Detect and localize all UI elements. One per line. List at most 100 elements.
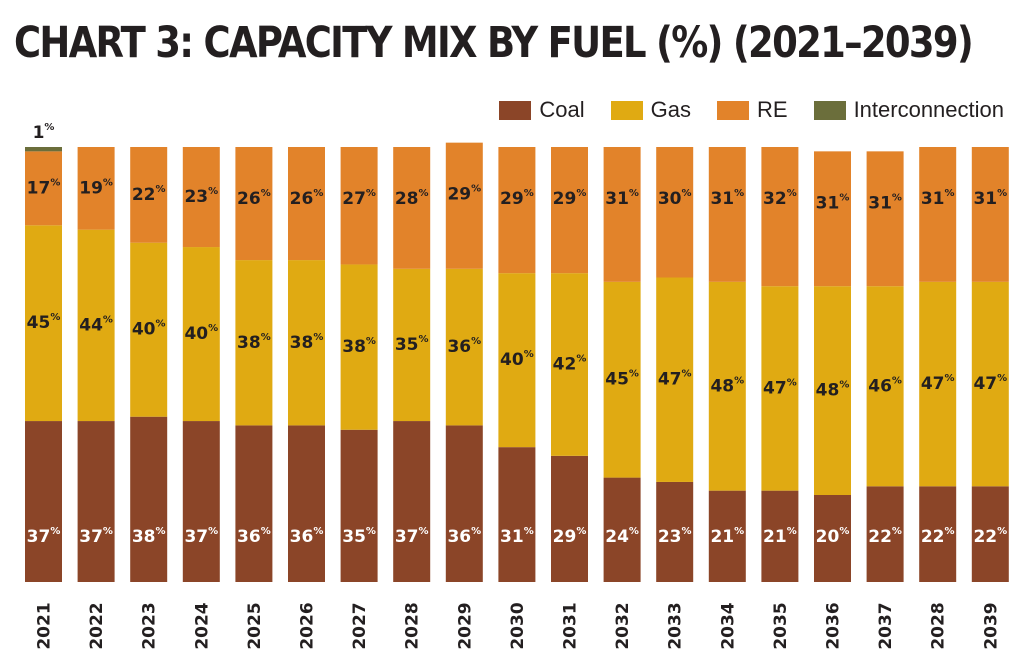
data-label: 37% xyxy=(27,526,61,547)
bar-segment-coal xyxy=(814,495,851,582)
x-tick-label: 2022 xyxy=(87,602,107,649)
bar-segment-gas xyxy=(551,273,588,456)
bar-segment-coal xyxy=(130,416,168,582)
data-label: 38% xyxy=(342,336,376,357)
bar-segment-re xyxy=(866,151,904,287)
data-label: 37% xyxy=(184,526,218,547)
x-tick-label: 2023 xyxy=(140,602,160,649)
x-tick-label: 2032 xyxy=(613,602,633,649)
bar-segment-coal xyxy=(971,486,1009,582)
bar-segment-re xyxy=(761,147,799,287)
bar-segment-coal xyxy=(235,425,273,582)
bar-segment-gas xyxy=(182,247,220,422)
bar-segment-gas xyxy=(288,260,325,426)
x-tick-label: 2026 xyxy=(298,602,318,649)
bar-segment-gas xyxy=(656,277,694,482)
bar-segment-re xyxy=(919,147,957,282)
data-label: 40% xyxy=(184,323,218,344)
bar-segment-coal xyxy=(708,490,746,582)
legend-label: Interconnection xyxy=(853,97,1004,122)
x-tick-label: 2033 xyxy=(666,602,686,649)
chart-legend: Coal Gas RE Interconnection xyxy=(473,97,1004,123)
data-label: 29% xyxy=(553,188,587,209)
data-label: 35% xyxy=(342,526,376,547)
bar-segment-coal xyxy=(866,486,904,582)
x-tick-label: 2029 xyxy=(455,602,475,649)
bar-segment-coal xyxy=(288,425,325,582)
data-label: 35% xyxy=(395,334,429,355)
data-label: 40% xyxy=(132,319,166,340)
data-label: 47% xyxy=(973,373,1007,394)
data-label: 22% xyxy=(921,526,955,547)
bar-segment-re xyxy=(182,147,220,248)
legend-swatch xyxy=(813,100,846,120)
data-label: 23% xyxy=(184,186,218,207)
legend-label: Coal xyxy=(539,97,585,122)
bar-segment-re xyxy=(445,142,483,269)
data-label: 17% xyxy=(27,177,61,198)
data-label: 48% xyxy=(816,380,850,401)
bar-segment-gas xyxy=(919,281,957,487)
data-label: 36% xyxy=(237,526,271,547)
legend-swatch xyxy=(610,100,643,120)
bar-segment-coal xyxy=(656,481,694,582)
data-label: 21% xyxy=(710,526,744,547)
bar-segment-re xyxy=(814,151,851,287)
bar-segment-re xyxy=(130,147,168,243)
data-label: 28% xyxy=(395,188,429,209)
data-label: 26% xyxy=(237,188,271,209)
bar-segment-gas xyxy=(761,286,799,491)
legend-swatch xyxy=(499,100,532,120)
bar-segment-re xyxy=(393,147,431,269)
bar-segment-re xyxy=(340,147,378,265)
bar-segment-re xyxy=(498,147,536,274)
data-label: 22% xyxy=(973,526,1007,547)
bar-segment-re xyxy=(288,147,325,261)
data-label: 26% xyxy=(290,188,324,209)
bar-segment-coal xyxy=(761,490,799,582)
bar-segment-coal xyxy=(551,455,588,582)
data-label: 23% xyxy=(658,526,692,547)
bar-segment-coal xyxy=(182,421,220,582)
data-label: 44% xyxy=(79,314,113,335)
data-label: 36% xyxy=(447,526,481,547)
bar-segment-gas xyxy=(708,281,746,491)
x-tick-label: 2036 xyxy=(824,602,844,649)
data-label: 20% xyxy=(816,526,850,547)
x-tick-label: 2031 xyxy=(561,602,581,649)
legend-item-interconnection: Interconnection xyxy=(813,97,1004,123)
x-tick-label: 2028 xyxy=(929,602,949,649)
data-label: 29% xyxy=(447,184,481,205)
bar-segment-re xyxy=(77,147,115,230)
data-label: 36% xyxy=(290,526,324,547)
bar-segment-re xyxy=(25,151,62,226)
data-label: 19% xyxy=(79,177,113,198)
data-label: 38% xyxy=(132,526,166,547)
bar-segment-re xyxy=(551,147,588,274)
data-label: 40% xyxy=(500,349,534,370)
data-label: 31% xyxy=(816,192,850,213)
x-tick-label: 2025 xyxy=(245,602,265,649)
bar-segment-gas xyxy=(445,268,483,426)
bar-segment-gas xyxy=(130,242,168,417)
data-label: 38% xyxy=(237,332,271,353)
x-tick-label: 2024 xyxy=(192,602,212,649)
bar-segment-re xyxy=(971,147,1009,282)
x-tick-label: 2027 xyxy=(350,602,370,649)
legend-label: RE xyxy=(757,97,788,122)
bar-segment-coal xyxy=(393,421,431,582)
bar-segment-coal xyxy=(919,486,957,582)
bar-segment-gas xyxy=(603,281,641,478)
data-label: 22% xyxy=(132,184,166,205)
data-label: 22% xyxy=(868,526,902,547)
data-label: 45% xyxy=(27,312,61,333)
bar-segment-coal xyxy=(25,421,62,582)
bar-segment-coal xyxy=(603,477,641,582)
x-tick-label: 2034 xyxy=(718,602,738,649)
data-label: 48% xyxy=(710,375,744,396)
data-label: 37% xyxy=(79,526,113,547)
data-label: 30% xyxy=(658,188,692,209)
x-tick-label: 2039 xyxy=(981,602,1001,649)
data-label: 32% xyxy=(763,188,797,209)
data-label: 36% xyxy=(447,336,481,357)
